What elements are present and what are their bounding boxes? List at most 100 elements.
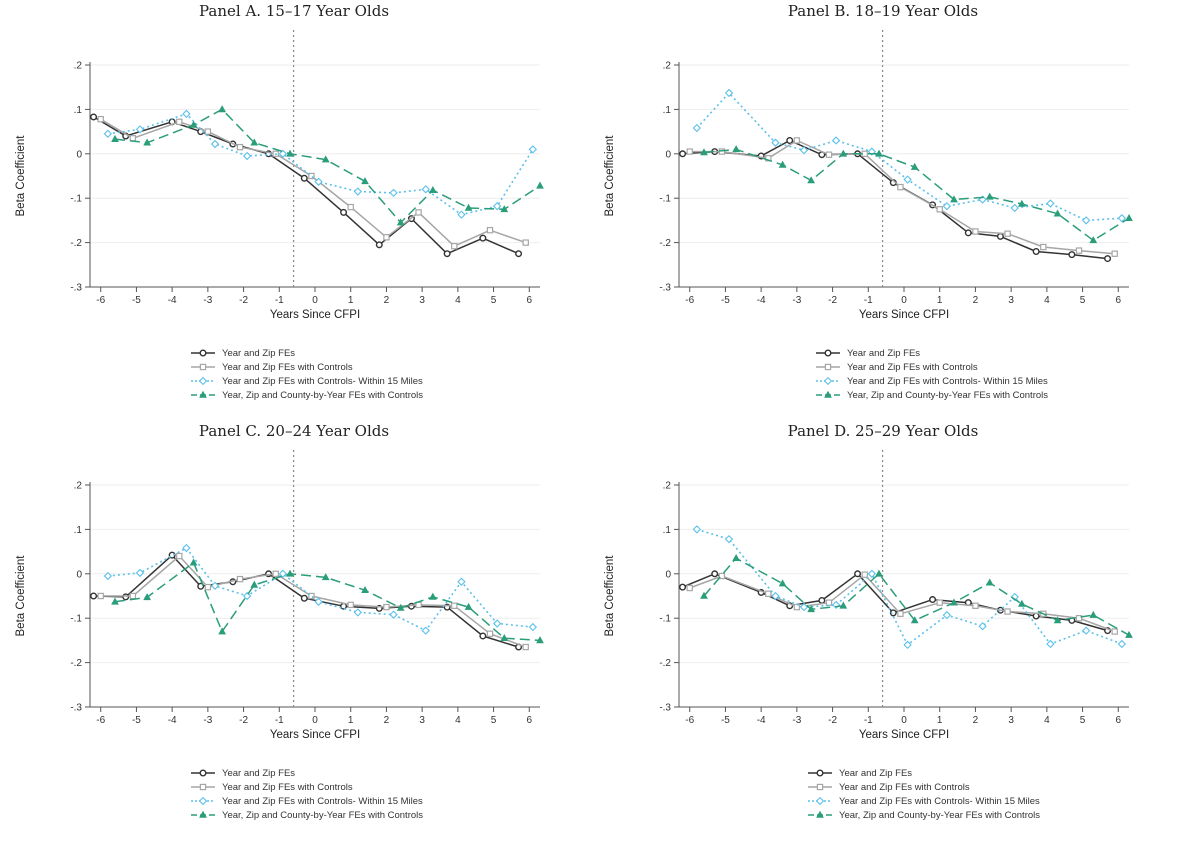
panel-b-series-county-by-year-fe-point [875,149,883,157]
panel-a-series-county-by-year-fe-point [428,185,437,194]
panel-b-legend-swatch [816,363,840,371]
panel-d-series-within-15-miles-point [867,569,877,578]
panel-a-series-within-15-miles-point [457,210,466,219]
panel-a-series-year-zip-fe-controls-point [308,172,315,180]
panel-b-series-year-zip-fe-controls-point [686,148,693,155]
panel-b-series-county-by-year-fe-point [839,149,848,157]
panel-b-plot: .2 .1 0 -.1 -.2 -.3 -6 -5 -4 -3 -2 -1 0 1 2 3 4 5 6 Years S… [604,30,1133,321]
panel-d-series-within-15-miles-point [903,640,912,650]
panel-b-series-year-zip-fe-point [964,229,972,237]
panel-d-ytick-label: 0 [665,569,671,580]
panel-c-legend-item: Year and Zip FEs with Controls- Within 1… [190,794,423,808]
panel-c-title: Panel C. 20–24 Year Olds [198,422,390,440]
panel-b-series-year-zip-fe-controls-point [1075,247,1083,254]
panel-d-ytick-label: .1 [663,525,672,536]
panel-d-series-year-zip-fe-controls-point [1075,615,1083,622]
panel-d-series-within-15-miles-point [942,610,952,620]
panel-a-xtick-label: 2 [384,295,390,306]
panel-c-series-county-by-year-fe-point [218,627,227,635]
panel-b-series-county-by-year-fe-point [778,160,787,168]
panel-a-xtick-label: 6 [527,295,533,306]
panel-c-series-within-15-miles-point [528,622,538,632]
panel-b-xtick-label: 1 [937,295,943,306]
panel-b-legend: Year and Zip FEs Year and Zip FEs with Co… [815,346,1048,402]
panel-d-legend-swatch [808,783,832,791]
panel-d-legend-item: Year and Zip FEs [807,766,1040,780]
panel-c-series-within-15-miles-point [457,577,466,586]
panel-d-series-within-15-miles-point [799,602,809,612]
panel-c: Panel C. 20–24 Year Olds .2 .1 0 -.1 -.2 -.3 -… [0,420,588,841]
panel-c-ytick-label: .1 [74,525,83,536]
panel-b-series-year-zip-fe-controls-point [1040,243,1047,251]
panel-c-xtick-label: -2 [239,715,248,726]
panel-c-series-county-by-year-fe-point [111,597,119,605]
panel-d-xtick-label: -1 [864,715,873,726]
panel-b-series-county-by-year-fe-point [1017,199,1026,207]
panel-b-legend-label: Year and Zip FEs with Controls- Within 1… [847,375,1048,387]
panel-a-series-year-zip-fe-controls-point [236,143,244,151]
panel-a-series-county-by-year-fe-point [143,138,152,146]
panel-b-legend-label: Year and Zip FEs [847,347,921,359]
panel-a-series-within-15-miles-point [492,202,502,211]
panel-c-series-county-by-year-fe-point [428,592,437,600]
panel-b-ytick-label: -.2 [659,238,671,249]
panel-a-series-within-15-miles-point [421,185,430,194]
panel-d-xtick-label: -6 [685,715,694,726]
panel-b-series-year-zip-fe-controls-point [861,150,868,157]
panel-c-series-year-zip-fe-controls-point [272,570,279,577]
panel-a-series-year-zip-fe-controls-point [415,209,422,216]
panel-a-legend-swatch [191,363,215,371]
panel-b-series-within-15-miles-point [724,88,734,98]
panel-d-legend: Year and Zip FEs Year and Zip FEs with Co… [807,766,1040,822]
panel-c-series-within-15-miles-point [492,619,502,628]
panel-b-legend-item: Year, Zip and County-by-Year FEs with Co… [815,388,1048,402]
panel-a-ytick-label: -.3 [70,283,82,294]
panel-d-series-county-by-year-fe-point [778,579,787,587]
panel-c-xtick-label: 4 [455,715,461,726]
panel-d-series-county-by-year-fe-point [950,598,958,606]
panel-a-series-year-zip-fe-controls-point [383,234,390,241]
panel-d-series-year-zip-fe-controls-point [1004,608,1011,615]
panel-a-series-year-zip-fe-controls-point [97,115,104,123]
panel-b-legend-swatch [816,376,840,386]
panel-a-xtick-label: -3 [203,295,212,306]
panel-d-series-year-zip-fe-point [854,570,862,578]
panel-b-series-within-15-miles-point [1081,216,1091,225]
panel-c-xtick-label: 0 [312,715,318,726]
panel-a-series-year-zip-fe-point [515,250,523,258]
panel-d-series-year-zip-fe-point [929,596,937,604]
panel-b-series-within-15-miles-point [1010,203,1019,213]
panel-d-legend-swatch [808,796,832,806]
panel-d-series-year-zip-fe-point [679,583,687,591]
panel-c-series-county-by-year-fe-point [321,573,330,581]
panel-c-series-year-zip-fe-controls-point [347,601,354,609]
panel-d-title: Panel D. 25–29 Year Olds [787,422,979,440]
panel-a-plot: .2 .1 0 -.1 -.2 -.3 -6 -5 -4 -3 -2 -1 0 1 2 3 4 5 6 Years S… [15,30,544,321]
panel-b-series-year-zip-fe-point [1104,255,1112,263]
panel-d-series-year-zip-fe-controls-point [686,584,693,592]
panel-d-series-within-15-miles-point [1046,639,1055,649]
panel-a-ytick-label: 0 [76,149,82,160]
panel-c-y-axis-title: Beta Coefficient [15,555,27,637]
panel-d-series-county-by-year-fe-point [700,591,708,599]
panel-c-series-year-zip-fe-point [90,592,98,600]
panel-c-series-county-by-year-fe-point [361,585,369,594]
panel-a-xtick-label: -2 [239,295,248,306]
panel-a-xtick-label: 4 [455,295,461,306]
panel-c-ytick-label: .2 [74,481,83,492]
panel-c-ytick-label: -.2 [70,658,82,669]
panel-a-xtick-label: -6 [96,295,105,306]
panel-a-ytick-label: .2 [74,61,83,72]
panel-d: Panel D. 25–29 Year Olds .2 .1 0 -.1 -.2 -.3 -… [589,420,1177,841]
panel-b-series-within-15-miles-point [942,202,952,211]
panel-a: Panel A. 15–17 Year Olds .2 .1 0 -.1 -.2 -.3 -… [0,0,588,421]
panel-b-series-county-by-year-fe-point [807,176,816,184]
panel-a-series-county-by-year-fe-point [321,155,330,163]
panel-a-series-county-by-year-fe-point [500,205,509,213]
panel-a-series-county-by-year-fe-point [536,181,544,189]
panel-d-xtick-label: -3 [792,715,801,726]
panel-d-series-year-zip-fe-controls-point [825,599,833,606]
panel-c-ytick-label: -.3 [70,703,82,714]
panel-a-ytick-label: .1 [74,105,83,116]
panel-b-series-county-by-year-fe-line [703,148,1130,242]
